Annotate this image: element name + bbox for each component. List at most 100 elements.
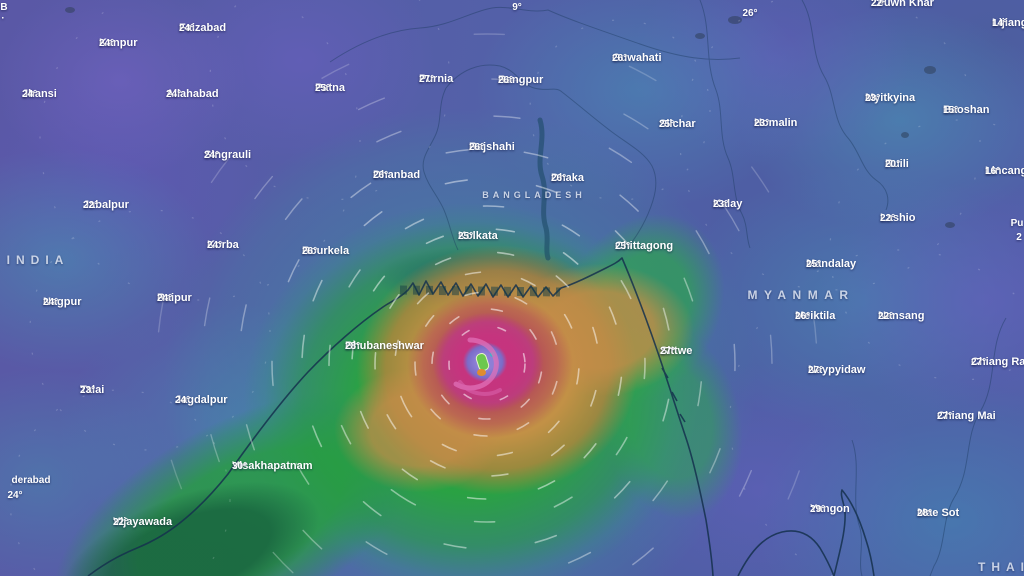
city-temp: 15° xyxy=(943,105,959,116)
city-temp: 26° xyxy=(373,170,389,181)
country-label-bangladesh: BANGLADESH xyxy=(482,190,586,200)
city-name: Kanpur xyxy=(99,37,138,49)
partial-label-0: 26° xyxy=(742,8,758,19)
city-temp: 26° xyxy=(795,311,811,322)
city-temp: 24° xyxy=(22,89,38,100)
city-temp: 22° xyxy=(878,311,894,322)
city-name: Lijiang xyxy=(992,17,1024,29)
city-name: Chiang Rai xyxy=(971,356,1024,368)
city-temp: 27° xyxy=(808,365,824,376)
city-name: Jabalpur xyxy=(83,199,129,211)
city-temp: 24° xyxy=(43,297,59,308)
city-temp: 22° xyxy=(113,517,129,528)
city-temp: 23° xyxy=(865,93,881,104)
city-name: Jhansi xyxy=(22,88,57,100)
city-name: Lincang xyxy=(985,165,1024,177)
city-name: Silchar xyxy=(659,118,696,130)
river-paths xyxy=(399,117,561,297)
partial-label-3: 24° xyxy=(7,490,23,501)
city-temp: 23° xyxy=(754,118,770,129)
city-name: Kalay xyxy=(713,198,743,210)
city-temp: 24° xyxy=(157,293,173,304)
city-temp: 27° xyxy=(660,346,676,357)
city-name: Rajshahi xyxy=(469,141,515,153)
city-temp: 30° xyxy=(232,461,248,472)
city-name: Bhubaneshwar xyxy=(345,340,424,352)
city-temp: 14° xyxy=(992,18,1008,29)
city-name: Allahabad xyxy=(166,88,219,100)
city-temp: 25° xyxy=(659,119,675,130)
city-name: Dhaka xyxy=(551,172,585,184)
city-temp: 16° xyxy=(985,166,1001,177)
wind-specks xyxy=(9,0,1024,576)
city-temp: 22° xyxy=(880,213,896,224)
city-name: Mandalay xyxy=(806,258,857,270)
city-name: Kolkata xyxy=(458,230,498,242)
city-temp: 27° xyxy=(937,411,953,422)
city-name: Yangon xyxy=(810,503,850,515)
city-temp: 26° xyxy=(612,53,628,64)
city-name: Homalin xyxy=(754,117,798,129)
country-label-myanmar: MYANMAR xyxy=(747,288,855,302)
coastline-paths xyxy=(87,257,875,576)
city-temp: 26° xyxy=(302,246,318,257)
city-temp: 24° xyxy=(99,38,115,49)
city-name: Dhanbad xyxy=(373,169,421,181)
wind-streaks xyxy=(156,33,818,576)
city-name: Lashio xyxy=(880,212,916,224)
city-name: Visakhapatnam xyxy=(232,460,313,472)
city-name: Talai xyxy=(80,384,105,396)
city-name: Nagpur xyxy=(43,296,82,308)
cyclone-eye-orange-dot xyxy=(477,369,486,376)
city-temp: 24° xyxy=(207,240,223,251)
city-temp: 29° xyxy=(810,504,826,515)
city-name: Faizabad xyxy=(179,22,227,34)
city-name: Rangpur xyxy=(498,74,544,86)
city-name: Chiang Mai xyxy=(937,410,996,422)
city-temp: 25° xyxy=(806,259,822,270)
partial-label-1: 9° xyxy=(512,2,522,13)
country-label-india: INDIA xyxy=(6,253,70,267)
city-name: Naypyidaw xyxy=(808,364,866,376)
city-name: Ruili xyxy=(885,158,909,170)
city-temp: 23° xyxy=(713,199,729,210)
city-name: Rourkela xyxy=(302,245,350,257)
city-temp: 26° xyxy=(498,75,514,86)
city-temp: 26° xyxy=(551,173,567,184)
city-name: Raipur xyxy=(157,292,192,304)
city-temp: 25° xyxy=(315,83,331,94)
city-name: Myitkyina xyxy=(865,92,916,104)
city-temp: 24° xyxy=(179,23,195,34)
city-name: Baoshan xyxy=(943,104,990,116)
country-label-thai: THAI xyxy=(978,560,1024,574)
partial-label-5: 2 xyxy=(1016,232,1022,243)
city-name: Zeuwn Khar xyxy=(871,0,934,9)
partial-label-6: B xyxy=(0,2,8,13)
city-temp: 24° xyxy=(166,89,182,100)
city-temp: 22° xyxy=(83,200,99,211)
city-name: Purnia xyxy=(419,73,454,85)
city-temp: 28° xyxy=(345,341,361,352)
city-name: Jagdalpur xyxy=(175,394,228,406)
city-name: Mae Sot xyxy=(917,507,960,519)
city-temp: 22° xyxy=(871,0,887,9)
city-temp: 26° xyxy=(469,142,485,153)
city-name: Chittagong xyxy=(615,240,674,252)
city-name: Sittwe xyxy=(660,345,693,357)
city-temp: 24° xyxy=(204,150,220,161)
city-temp: 23° xyxy=(80,385,96,396)
city-name: Vijayawada xyxy=(113,516,173,528)
partial-label-7: · xyxy=(1,13,5,24)
city-temp: 25° xyxy=(458,231,474,242)
border-paths xyxy=(329,0,1007,576)
city-name: Meiktila xyxy=(795,310,836,322)
terrain-marks xyxy=(65,7,955,228)
city-name: Korba xyxy=(207,239,239,251)
city-temp: 27° xyxy=(971,357,987,368)
partial-label-2: derabad xyxy=(11,475,51,486)
city-name: Guwahati xyxy=(612,52,662,64)
city-name: Nansang xyxy=(878,310,925,322)
